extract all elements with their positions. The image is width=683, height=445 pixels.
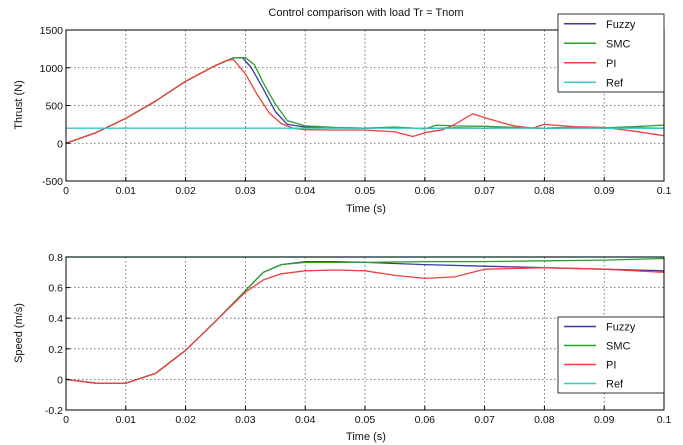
y-tick-label: 0.8 xyxy=(48,252,63,264)
y-tick-label: -500 xyxy=(42,176,63,188)
y-tick-label: 1500 xyxy=(40,25,64,37)
legend: Fuzzy SMC PI Ref xyxy=(557,13,665,93)
x-tick-label: 0 xyxy=(63,185,69,197)
legend-label-pi: PI xyxy=(606,58,616,70)
legend-box xyxy=(557,316,665,394)
y-tick-label: 0.4 xyxy=(48,313,63,325)
x-tick-label: 0 xyxy=(63,414,69,426)
x-tick-label: 0.07 xyxy=(474,185,495,197)
x-tick-label: 0.02 xyxy=(175,185,196,197)
x-tick-label: 0.09 xyxy=(594,414,615,426)
y-tick-labels: -0.2 0 0.2 0.4 0.6 0.8 xyxy=(45,252,70,417)
grid-lines xyxy=(66,257,664,410)
x-axis-label: Time (s) xyxy=(346,431,386,443)
x-tick-label: 0.02 xyxy=(175,414,196,426)
x-tick-label: 0.05 xyxy=(355,185,376,197)
y-axis-label: Thrust (N) xyxy=(13,80,25,130)
y-axis-label: Speed (m/s) xyxy=(13,303,25,363)
series-lines xyxy=(65,56,665,144)
x-tick-label: 0.04 xyxy=(295,414,316,426)
y-tick-label: 0.2 xyxy=(48,344,63,356)
x-axis-label: Time (s) xyxy=(346,203,386,215)
thrust-chart: Control comparison with load Tr = Tnom 0… xyxy=(13,7,671,215)
legend-label-pi: PI xyxy=(606,360,616,372)
y-tick-label: -0.2 xyxy=(45,405,63,417)
series-line-pi xyxy=(65,267,665,384)
y-tick-labels: -500 0 500 1000 1500 xyxy=(40,25,70,188)
y-tick-label: 0 xyxy=(57,374,63,386)
legend-label-smc: SMC xyxy=(606,38,631,50)
legend-label-smc: SMC xyxy=(606,341,631,353)
legend-label-fuzzy: Fuzzy xyxy=(606,19,636,31)
x-tick-label: 0.08 xyxy=(534,185,555,197)
speed-chart: 0 0.01 0.02 0.03 0.04 0.05 0.06 0.07 0.08 0.09 0.1… xyxy=(13,252,671,443)
x-tick-label: 0.01 xyxy=(116,185,137,197)
y-tick-label: 0.6 xyxy=(48,283,63,295)
x-tick-label: 0.05 xyxy=(355,414,376,426)
x-tick-label: 0.1 xyxy=(657,414,672,426)
legend: Fuzzy SMC PI Ref xyxy=(557,316,665,394)
legend-label-fuzzy: Fuzzy xyxy=(606,322,636,334)
x-tick-labels: 0 0.01 0.02 0.03 0.04 0.05 0.06 0.07 0.08 0.09 0.1 xyxy=(63,177,671,197)
chart-title: Control comparison with load Tr = Tnom xyxy=(268,7,463,19)
x-tick-labels: 0 0.01 0.02 0.03 0.04 0.05 0.06 0.07 0.08 0.09 0.1 xyxy=(63,406,671,426)
x-tick-label: 0.04 xyxy=(295,185,316,197)
x-tick-label: 0.09 xyxy=(594,185,615,197)
legend-label-ref: Ref xyxy=(606,379,624,391)
x-tick-label: 0.03 xyxy=(235,185,256,197)
x-tick-label: 0.07 xyxy=(474,414,495,426)
y-tick-label: 500 xyxy=(45,101,63,113)
legend-label-ref: Ref xyxy=(606,77,624,89)
legend-box xyxy=(557,13,665,93)
x-tick-label: 0.03 xyxy=(235,414,256,426)
y-tick-label: 1000 xyxy=(40,63,64,75)
x-tick-label: 0.06 xyxy=(415,185,436,197)
x-tick-label: 0.08 xyxy=(534,414,555,426)
x-tick-label: 0.1 xyxy=(657,185,672,197)
x-tick-label: 0.01 xyxy=(116,414,137,426)
x-tick-label: 0.06 xyxy=(415,414,436,426)
y-tick-label: 0 xyxy=(57,138,63,150)
